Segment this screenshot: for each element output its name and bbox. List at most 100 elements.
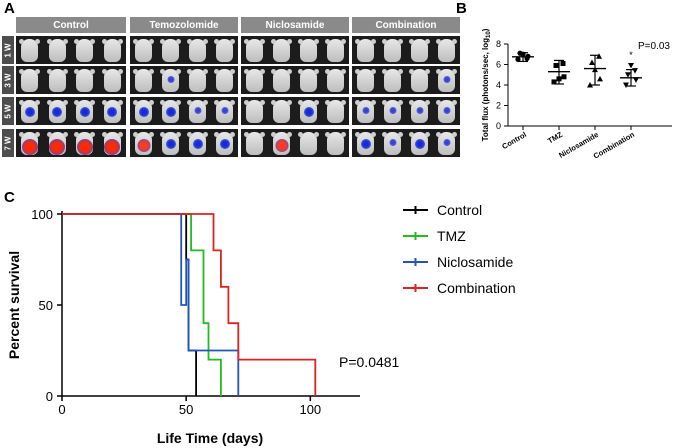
luminescence-signal [192, 139, 203, 149]
mouse-image [46, 39, 68, 62]
imaging-cell [130, 66, 238, 94]
imaging-cell [352, 66, 460, 94]
imaging-cell [352, 36, 460, 64]
data-point [597, 75, 603, 82]
luminescence-signal [443, 107, 450, 114]
mouse-image [382, 69, 403, 92]
panel-c-label: C [4, 189, 15, 206]
mouse-image [436, 132, 457, 155]
mouse-image [271, 100, 292, 123]
mouse-image [74, 69, 96, 92]
y-tick-label: 0 [496, 121, 501, 131]
mouse-image [298, 69, 319, 92]
y-tick-label: 100 [31, 207, 53, 222]
luminescence-signal [52, 107, 63, 117]
mouse-image [133, 100, 154, 123]
mouse-image [298, 100, 319, 123]
mouse-image [409, 132, 430, 155]
data-point [524, 55, 530, 61]
x-tick-label: 0 [58, 402, 65, 417]
data-point [592, 66, 598, 73]
survival-line-control [62, 213, 197, 396]
y-tick-label: 50 [39, 298, 53, 313]
mouse-image [19, 39, 41, 62]
mouse-image [436, 69, 457, 92]
mouse-image [436, 100, 457, 123]
luminescence-signal [24, 107, 35, 117]
y-axis-label: Percent survival [6, 251, 22, 359]
data-point [520, 51, 526, 57]
luminescence-signal [360, 139, 371, 149]
imaging-cell [130, 129, 238, 157]
mouse-image [244, 132, 265, 155]
luminescence-signal [389, 107, 396, 114]
luminescence-signal [443, 76, 450, 83]
survival-line-tmz [62, 213, 222, 396]
mouse-image [382, 100, 403, 123]
mouse-image [355, 132, 376, 155]
mouse-image [74, 132, 96, 155]
luminescence-signal [79, 107, 90, 117]
mouse-image [46, 100, 68, 123]
x-axis-label: Life Time (days) [157, 430, 263, 446]
p-value-label: P=0.0481 [339, 354, 400, 370]
mouse-image [160, 132, 181, 155]
mouse-image [19, 132, 41, 155]
imaging-cell [16, 97, 126, 125]
mouse-image [382, 132, 403, 155]
imaging-cell [130, 97, 238, 125]
group-header-temozolomide: Temozolomide [130, 17, 238, 33]
mouse-image [74, 100, 96, 123]
group-header-combination: Combination [352, 17, 460, 33]
mouse-image [160, 39, 181, 62]
mouse-image [325, 132, 346, 155]
luminescence-signal [219, 139, 230, 149]
mouse-image [355, 39, 376, 62]
mouse-image [244, 69, 265, 92]
timepoint-label: 1 W [2, 36, 14, 64]
luminescence-signal [49, 139, 66, 155]
p-value-label: P=0.03 [638, 41, 670, 52]
luminescence-signal [416, 107, 423, 114]
y-tick-label: 0 [46, 389, 53, 404]
mouse-image [133, 132, 154, 155]
data-point [561, 74, 567, 80]
data-point [623, 82, 629, 88]
luminescence-signal [104, 139, 121, 155]
legend-label: Niclosamide [437, 254, 513, 270]
data-point [633, 77, 639, 83]
imaging-cell [241, 36, 349, 64]
imaging-cell [130, 36, 238, 64]
mouse-image [187, 100, 208, 123]
y-tick-label: 2 [496, 101, 501, 111]
mouse-image [325, 69, 346, 92]
mouse-image [101, 132, 123, 155]
mouse-image [214, 100, 235, 123]
timepoint-label: 3 W [2, 66, 14, 94]
luminescence-signal [362, 107, 369, 114]
data-point [553, 63, 559, 69]
timepoint-label: 5 W [2, 97, 14, 125]
mouse-image [101, 69, 123, 92]
luminescence-signal [275, 139, 288, 152]
y-tick-label: 6 [496, 60, 501, 70]
mouse-image [325, 39, 346, 62]
group-header-niclosamide: Niclosamide [241, 17, 349, 33]
luminescence-signal [443, 139, 450, 146]
x-tick-label: Niclosamide [557, 130, 600, 160]
mouse-image [133, 69, 154, 92]
imaging-cell [241, 66, 349, 94]
mouse-image [214, 132, 235, 155]
luminescence-signal [137, 139, 150, 152]
mouse-image [74, 39, 96, 62]
legend-label: Combination [437, 280, 516, 296]
mouse-image [214, 39, 235, 62]
panel-a-label: A [4, 0, 15, 17]
luminescence-signal [389, 139, 396, 146]
mouse-image [382, 39, 403, 62]
mouse-image [298, 39, 319, 62]
survival-line-niclosamide [62, 213, 240, 396]
mouse-image [187, 69, 208, 92]
luminescence-signal [138, 107, 149, 117]
luminescence-signal [167, 76, 174, 83]
